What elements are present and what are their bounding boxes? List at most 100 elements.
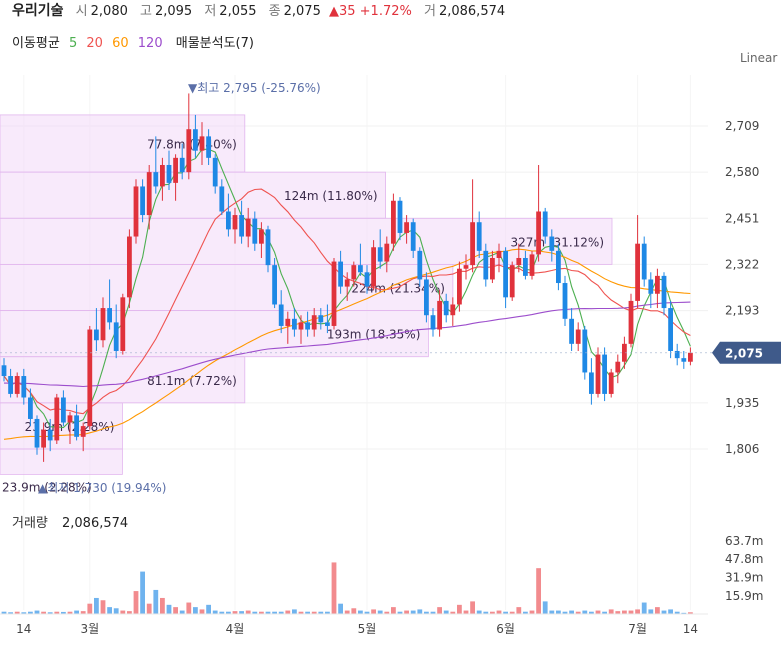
candle-body <box>410 222 416 251</box>
volume-bars <box>1 562 693 614</box>
volume-bar <box>496 610 502 614</box>
low-label: 저 <box>204 4 217 19</box>
volume-bar <box>311 611 317 614</box>
time-tick: 14 <box>16 622 31 636</box>
candle-body <box>199 136 205 151</box>
ma-60: 60 <box>112 36 129 51</box>
candle-body <box>47 429 53 441</box>
candle-body <box>476 222 482 251</box>
price-tick: 2,322 <box>725 257 759 271</box>
volume-bar <box>404 610 409 614</box>
candle-body <box>166 164 172 183</box>
volume-bar <box>371 609 376 614</box>
candle-body <box>285 318 291 326</box>
candlesticks <box>1 93 693 462</box>
candle-body <box>127 236 132 298</box>
volume-bar <box>173 607 178 614</box>
candle-body <box>668 308 673 351</box>
volume-bar <box>358 610 363 614</box>
volume-profile-band <box>0 356 246 404</box>
ma-120: 120 <box>137 36 163 51</box>
volume-bar <box>681 612 687 614</box>
volume-bar <box>344 610 350 614</box>
candle-body <box>516 257 522 266</box>
volume-bar <box>608 609 614 614</box>
volume-bar <box>384 611 390 614</box>
candle-body <box>529 254 535 276</box>
scale-label[interactable]: Linear <box>740 51 777 65</box>
candle-body <box>589 372 594 394</box>
time-tick: 5월 <box>358 622 377 636</box>
volume-bar <box>450 611 456 614</box>
candle-body <box>391 200 396 244</box>
candle-body <box>688 352 693 362</box>
volume-bar <box>562 611 568 614</box>
price-tick: 2,580 <box>725 165 759 179</box>
volume-bar <box>424 611 429 614</box>
time-tick: 3월 <box>80 622 99 636</box>
volume-bar <box>516 607 522 614</box>
volume-bar <box>54 611 60 614</box>
volume-tick: 31.9m <box>725 570 763 584</box>
candle-body <box>536 211 541 255</box>
high-label: 고 <box>140 4 152 19</box>
candle-body <box>67 415 73 423</box>
candle-body <box>556 250 561 284</box>
volume-bar <box>364 611 370 614</box>
candle-body <box>483 250 489 280</box>
volume-bar <box>166 604 172 614</box>
candle-body <box>509 265 515 298</box>
volume-bar <box>140 571 145 614</box>
price-tick: 2,451 <box>725 211 759 225</box>
candle-body <box>74 415 79 437</box>
volume-bar <box>377 610 383 614</box>
volume-bar <box>661 610 667 614</box>
volume-bar <box>635 609 640 614</box>
volume-bar <box>503 611 508 614</box>
indicator-legend[interactable]: 이동평균 5 20 60 120 매물분석도(7) <box>12 32 259 51</box>
candle-body <box>496 250 502 258</box>
volume-bar <box>483 611 489 614</box>
volume-axis: 63.7m 47.8m 31.9m 15.9m <box>0 534 763 615</box>
volume-bar <box>28 611 33 614</box>
volume-bar <box>239 611 244 614</box>
volume-bar <box>107 607 112 614</box>
candle-body <box>681 358 687 362</box>
candle-body <box>298 322 304 330</box>
volume-bar <box>285 610 291 614</box>
candle-body <box>292 318 297 330</box>
candle-body <box>542 211 548 237</box>
candle-body <box>470 222 475 266</box>
volume-bar <box>549 610 555 614</box>
volume-bar <box>8 612 13 614</box>
volume-bar <box>259 611 264 614</box>
volume-bar <box>292 609 297 614</box>
high-price: 2,095 <box>154 4 193 19</box>
volume-bar <box>120 610 126 614</box>
time-tick: 4월 <box>226 622 245 636</box>
candle-body <box>562 283 568 319</box>
volume-bar <box>509 611 515 614</box>
candle-body <box>602 354 607 394</box>
candle-body <box>107 308 112 323</box>
volume-bar <box>1 611 7 614</box>
candle-body <box>206 136 211 158</box>
candle-body <box>318 315 324 323</box>
volume-bar <box>80 611 86 614</box>
time-tick: 7월 <box>628 622 647 636</box>
volume-bar <box>252 611 258 614</box>
volume-bar <box>94 597 99 614</box>
candle-body <box>245 218 251 237</box>
volume-profile: 77.8m (7.40%) 124m (11.80%) 327m (31.12%) 2… <box>0 114 613 495</box>
volume-bar <box>21 612 27 614</box>
volume-bar <box>100 600 106 614</box>
volume-bar <box>179 610 185 614</box>
close-label: 종 <box>268 4 281 19</box>
candle-body <box>278 304 284 326</box>
volume-bar <box>14 611 20 614</box>
candle-body <box>648 279 654 294</box>
volume-bar <box>278 611 284 614</box>
volume-bar <box>648 609 654 614</box>
candle-body <box>595 354 601 394</box>
